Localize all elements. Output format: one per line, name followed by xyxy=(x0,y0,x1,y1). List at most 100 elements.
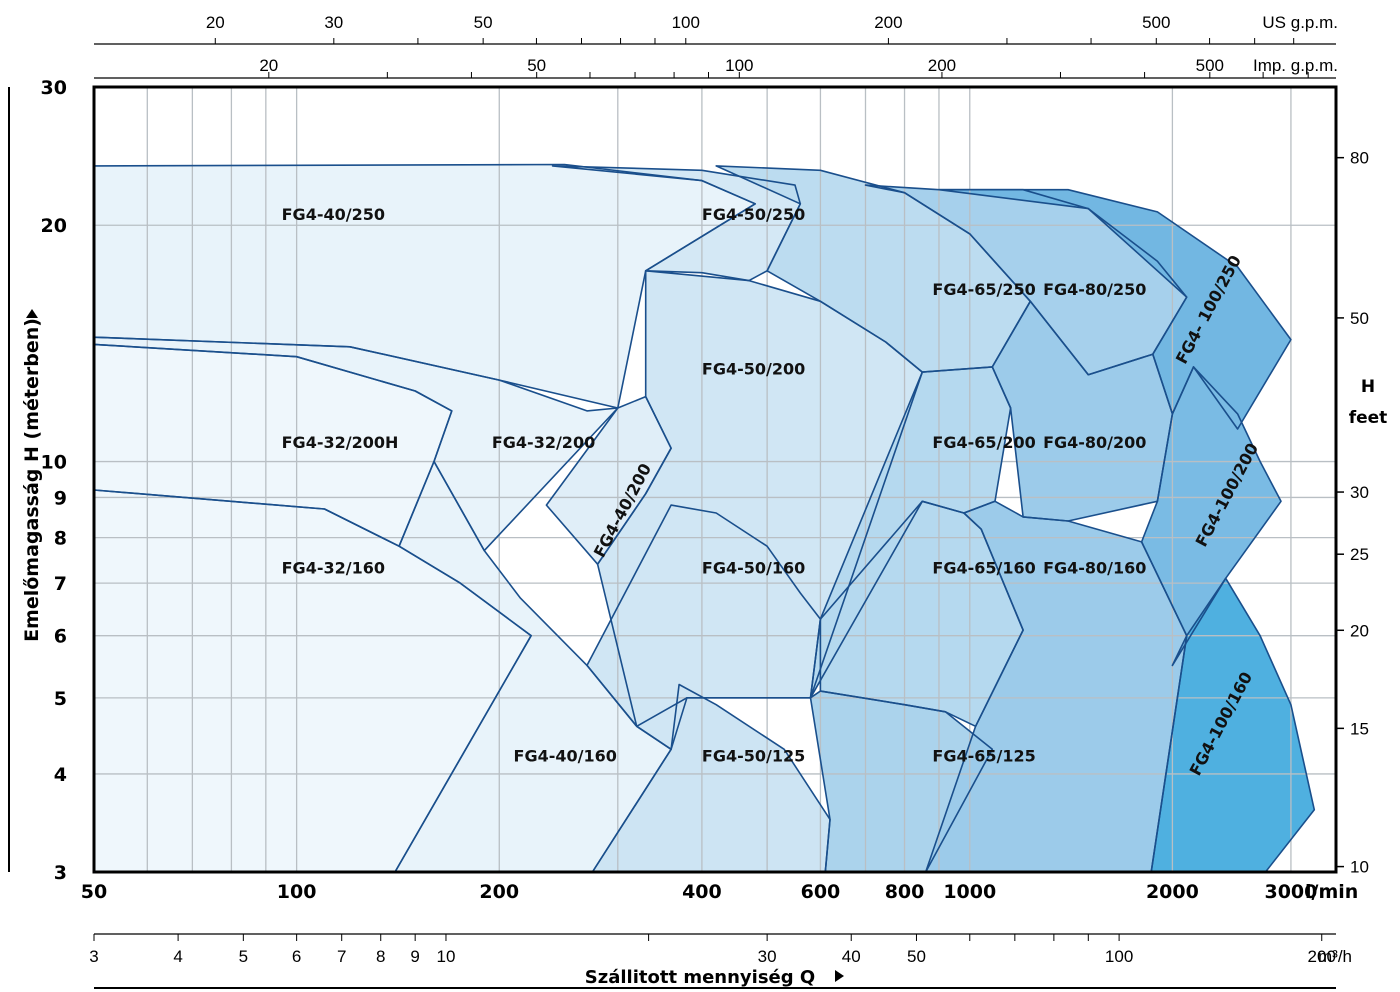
model-label: FG4-32/200H xyxy=(282,433,399,452)
m3h-tick-label: 40 xyxy=(842,947,861,966)
m3h-tick-label: 10 xyxy=(437,947,456,966)
region-outline xyxy=(991,300,1174,522)
region-outline xyxy=(1140,366,1282,667)
feet-tick-label: 10 xyxy=(1350,858,1369,877)
imp-gpm-tick-label: 50 xyxy=(527,56,546,75)
m3h-tick-label: 8 xyxy=(376,947,385,966)
x-tick-label: 2000 xyxy=(1146,881,1199,903)
us-gpm-tick-label: 20 xyxy=(206,13,225,32)
x-tick-label: 50 xyxy=(81,881,107,903)
model-label: FG4-50/160 xyxy=(702,559,805,578)
region-fg4-80-160 xyxy=(925,501,1187,872)
feet-tick-label: 80 xyxy=(1350,149,1369,168)
region-fg4-100-160 xyxy=(1151,578,1315,872)
model-label: FG4-65/160 xyxy=(932,559,1035,578)
m3h-tick-label: 7 xyxy=(337,947,346,966)
y-tick-label: 30 xyxy=(41,77,67,99)
m3h-tick-label: 5 xyxy=(239,947,248,966)
region-fg4-32-200h xyxy=(94,344,452,547)
model-label: FG4-32/200 xyxy=(492,433,595,452)
model-label: FG4-80/200 xyxy=(1043,433,1146,452)
imp-gpm-tick-label: 100 xyxy=(725,56,753,75)
y-tick-label: 3 xyxy=(54,862,67,884)
imp-gpm-tick-label: 500 xyxy=(1196,56,1224,75)
y-tick-label: 4 xyxy=(54,764,67,786)
model-label: FG4-65/125 xyxy=(932,746,1035,765)
region-fg4-65-160 xyxy=(820,501,1024,727)
feet-tick-label: 20 xyxy=(1350,621,1369,640)
region-layer xyxy=(94,164,1315,872)
x-tick-label: 800 xyxy=(885,881,925,903)
region-fg4-50-125 xyxy=(592,684,830,872)
feet-tick-label: 30 xyxy=(1350,483,1369,502)
x-tick-label: 400 xyxy=(682,881,722,903)
region-fg4-40-200 xyxy=(546,396,672,565)
us-gpm-tick-label: 100 xyxy=(672,13,700,32)
m3h-tick-label: 30 xyxy=(758,947,777,966)
region-outline xyxy=(938,188,1292,430)
region-fg4-50-160 xyxy=(587,505,821,727)
y-tick-label: 7 xyxy=(54,573,67,595)
feet-label-feet: feet xyxy=(1349,408,1388,428)
m3h-tick-label: 9 xyxy=(410,947,419,966)
y-tick-label: 20 xyxy=(41,215,67,237)
region-fg4-65-200 xyxy=(810,366,1011,698)
us-gpm-label: US g.p.m. xyxy=(1262,13,1338,32)
model-label: FG4-40/160 xyxy=(514,746,617,765)
x-unit-label: l/min xyxy=(1305,881,1358,903)
region-fg4-100-200 xyxy=(1141,366,1281,666)
y-tick-label: 8 xyxy=(54,528,67,550)
y-tick-label: 6 xyxy=(54,626,67,648)
m3h-tick-label: 200 xyxy=(1308,947,1336,966)
model-label: FG4-80/250 xyxy=(1043,280,1146,299)
model-label: FG4-32/160 xyxy=(282,559,385,578)
model-label: FG4-65/200 xyxy=(932,433,1035,452)
x-tick-label: 200 xyxy=(479,881,519,903)
model-label: FG4-65/250 xyxy=(932,280,1035,299)
region-fg4-40-160 xyxy=(395,461,672,872)
us-gpm-tick-label: 30 xyxy=(324,13,343,32)
imp-gpm-label: Imp. g.p.m. xyxy=(1253,56,1338,75)
model-label: FG4-40/250 xyxy=(282,205,385,224)
grid-layer xyxy=(94,87,1336,872)
us-gpm-tick-label: 50 xyxy=(474,13,493,32)
y-tick-label: 9 xyxy=(54,487,67,509)
m3h-tick-label: 50 xyxy=(907,947,926,966)
axes-layer: 50 100 200 400 600 800 1000 2000 3000 3 4 5 6 7 8 9 10 20… xyxy=(41,13,1369,966)
region-fg4-50-250 xyxy=(552,165,801,281)
region-fg4-80-250 xyxy=(865,185,1187,375)
region-fg4-65-250 xyxy=(716,165,1031,373)
m3h-tick-label: 4 xyxy=(173,947,182,966)
m3h-tick-label: 6 xyxy=(292,947,301,966)
imp-gpm-tick-label: 20 xyxy=(259,56,278,75)
feet-tick-label: 50 xyxy=(1350,309,1369,328)
us-gpm-tick-label: 500 xyxy=(1142,13,1170,32)
y-axis-title: Emelőmagasság H (méterben) xyxy=(21,318,43,642)
region-fg4-100-250 xyxy=(939,189,1291,429)
model-label: FG4-50/250 xyxy=(702,205,805,224)
m3h-label: m³/h xyxy=(1318,947,1352,966)
x-tick-label: 1000 xyxy=(943,881,996,903)
region-fg4-32-160 xyxy=(94,490,532,872)
x-axis-arrow-icon xyxy=(835,970,844,982)
x-axis-title: Szállitott mennyiség Q xyxy=(585,967,815,988)
feet-label-h: H xyxy=(1361,377,1375,397)
x-tick-label: 100 xyxy=(277,881,317,903)
region-outline xyxy=(809,690,994,873)
model-label: FG4-50/125 xyxy=(702,746,805,765)
x-tick-label: 600 xyxy=(801,881,841,903)
imp-gpm-tick-label: 200 xyxy=(928,56,956,75)
feet-tick-label: 25 xyxy=(1350,545,1369,564)
model-label: FG4-80/160 xyxy=(1043,559,1146,578)
y-tick-label: 10 xyxy=(41,452,67,474)
plot-frame xyxy=(92,85,1338,874)
x-tick-label: 3000 xyxy=(1264,881,1317,903)
y-axis-arrow-icon xyxy=(26,309,38,318)
us-gpm-tick-label: 200 xyxy=(874,13,902,32)
model-label: FG4-50/200 xyxy=(702,360,805,379)
y-tick-label: 5 xyxy=(54,688,67,710)
m3h-tick-label: 3 xyxy=(89,947,98,966)
feet-tick-label: 15 xyxy=(1350,719,1369,738)
region-fg4-80-200 xyxy=(992,301,1173,521)
